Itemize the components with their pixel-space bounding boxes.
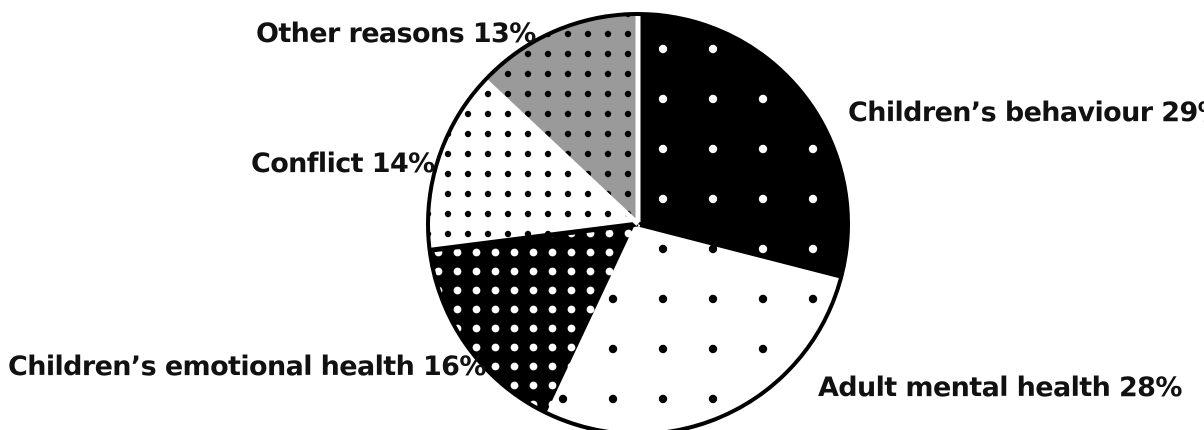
pie-slice-children-s-behaviour-29 <box>638 14 848 277</box>
pie-slice-other-reasons-13 <box>484 14 638 224</box>
slice-label-adult-mental-health: Adult mental health 28% <box>818 372 1182 403</box>
pie-outline <box>426 12 850 430</box>
slice-label-childrens-emotional-health: Children’s emotional health 16% <box>8 351 486 382</box>
pie-slice-adult-mental-health-28 <box>548 224 842 430</box>
slice-separator <box>483 78 640 226</box>
slice-separator <box>637 221 843 279</box>
slices-layer <box>428 14 848 430</box>
pie-slice-conflict-14 <box>428 80 638 251</box>
labels-layer: Children’s behaviour 29% Adult mental he… <box>8 18 1204 403</box>
slice-label-conflict: Conflict 14% <box>251 148 435 179</box>
slice-label-childrens-behaviour: Children’s behaviour 29% <box>848 97 1204 128</box>
slice-separator <box>429 221 639 253</box>
slice-label-other-reasons: Other reasons 13% <box>256 18 536 49</box>
outline-layer <box>426 12 850 430</box>
pie-slice-children-s-emotional-health-16 <box>429 224 638 415</box>
slice-separator <box>546 222 641 416</box>
